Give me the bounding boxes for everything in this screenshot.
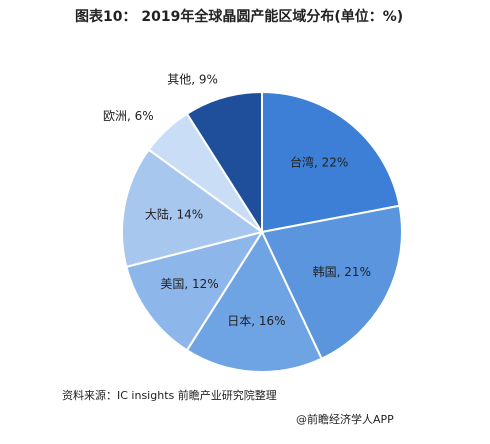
data-label: 大陆, 14% bbox=[145, 207, 203, 222]
data-label: 美国, 12% bbox=[160, 277, 218, 291]
data-label: 韩国, 21% bbox=[313, 264, 371, 279]
pie-slice: 其他 bbox=[185, 90, 263, 236]
pie-slice: 韩国 bbox=[260, 204, 403, 361]
pie-slice: 美国 bbox=[125, 230, 265, 352]
data-label: 欧洲, 6% bbox=[103, 109, 154, 123]
chart-title: 图表10： 2019年全球晶圆产能区域分布(单位：%) bbox=[75, 9, 404, 25]
data-label: 台湾, 22% bbox=[290, 154, 348, 169]
source-note: 资料来源：IC insights 前瞻产业研究院整理 bbox=[62, 388, 277, 402]
pie-slice: 日本 bbox=[185, 229, 323, 373]
data-label: 日本, 16% bbox=[227, 314, 285, 328]
data-label: 其他, 9% bbox=[167, 73, 218, 87]
pie-slice: 大陆 bbox=[121, 148, 265, 269]
pie-slice: 台湾 bbox=[261, 90, 401, 234]
footer-note: @前瞻经济学人APP bbox=[296, 412, 394, 426]
